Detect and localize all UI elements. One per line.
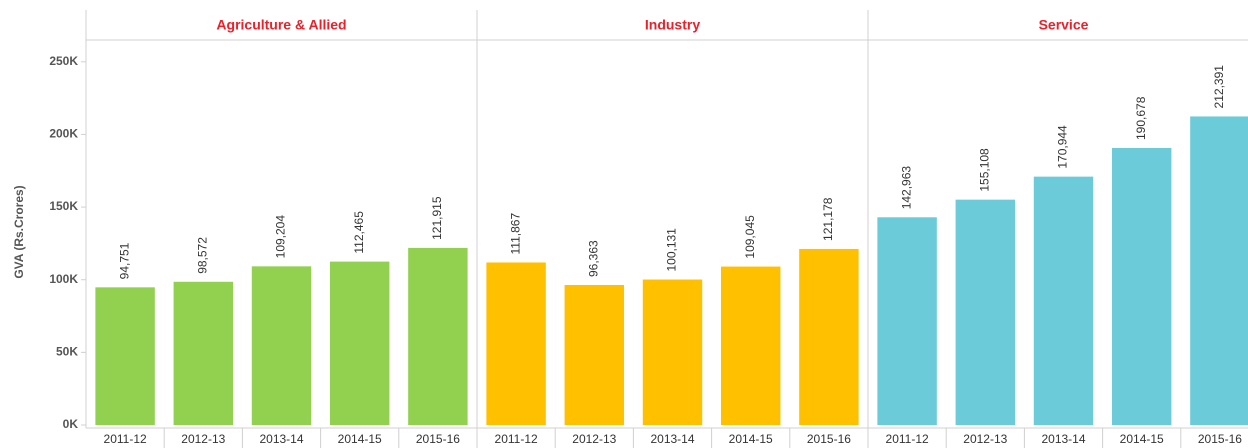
x-tick-label: 2013-14 — [1041, 432, 1085, 446]
x-tick-label: 2012-13 — [181, 432, 225, 446]
y-tick-label: 150K — [49, 199, 78, 213]
x-tick-label: 2015-16 — [807, 432, 851, 446]
value-label: 96,363 — [586, 240, 600, 277]
value-label: 121,178 — [821, 197, 835, 241]
value-label: 112,465 — [352, 211, 366, 254]
x-tick-label: 2014-15 — [338, 432, 382, 446]
value-label: 155,108 — [977, 148, 991, 192]
y-axis-label: GVA (Rs.Crores) — [12, 185, 26, 278]
panel-title: Industry — [645, 17, 700, 33]
value-label: 142,963 — [899, 166, 913, 210]
y-tick-label: 0K — [63, 417, 79, 431]
x-tick-label: 2014-15 — [729, 432, 773, 446]
y-tick-label: 50K — [56, 345, 78, 359]
bar — [955, 199, 1016, 425]
x-tick-label: 2015-16 — [1198, 432, 1242, 446]
bar — [1033, 176, 1094, 425]
x-tick-label: 2014-15 — [1120, 432, 1164, 446]
bar — [1111, 147, 1172, 426]
value-label: 100,131 — [665, 228, 679, 272]
value-label: 109,204 — [274, 215, 288, 259]
x-tick-label: 2011-12 — [886, 432, 929, 446]
bar — [329, 261, 390, 425]
value-label: 212,391 — [1212, 65, 1226, 109]
y-tick-label: 200K — [49, 127, 78, 141]
y-tick-label: 250K — [49, 54, 78, 68]
x-tick-label: 2011-12 — [104, 432, 147, 446]
x-tick-label: 2013-14 — [650, 432, 694, 446]
x-tick-label: 2013-14 — [259, 432, 303, 446]
x-tick-label: 2015-16 — [416, 432, 460, 446]
x-tick-label: 2012-13 — [572, 432, 616, 446]
bar — [251, 266, 312, 425]
value-label: 190,678 — [1134, 96, 1148, 140]
bar — [877, 217, 937, 425]
bar — [564, 285, 625, 425]
bar — [408, 247, 468, 425]
bar — [95, 287, 155, 425]
value-label: 121,915 — [430, 196, 444, 240]
bar — [799, 248, 859, 425]
value-label: 109,045 — [743, 215, 757, 259]
x-tick-label: 2012-13 — [963, 432, 1007, 446]
value-label: 111,867 — [508, 213, 522, 255]
bar — [1190, 116, 1248, 425]
bar — [486, 262, 546, 425]
value-label: 170,944 — [1056, 125, 1070, 169]
value-label: 94,751 — [117, 242, 131, 279]
y-tick-label: 100K — [49, 272, 78, 286]
panel-title: Agriculture & Allied — [216, 17, 346, 33]
x-tick-label: 2011-12 — [495, 432, 538, 446]
value-label: 98,572 — [195, 237, 209, 274]
panel-title: Service — [1039, 17, 1089, 33]
bar — [720, 266, 781, 425]
bar — [642, 279, 703, 425]
bar — [173, 281, 234, 425]
